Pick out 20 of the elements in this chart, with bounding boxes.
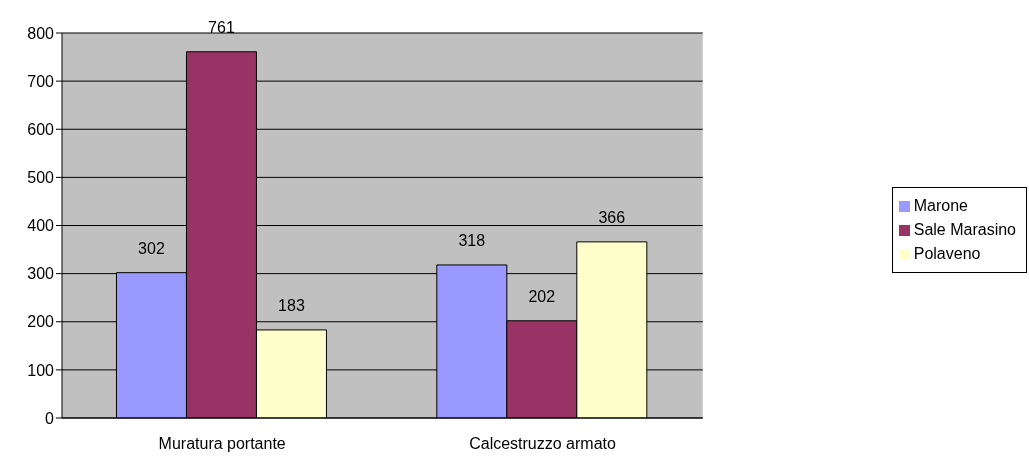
y-tick-label: 0	[45, 409, 55, 427]
data-label: 302	[138, 239, 165, 257]
y-tick-label: 500	[27, 169, 55, 187]
data-label: 366	[598, 208, 626, 226]
data-label: 761	[208, 18, 235, 36]
legend-label: Polaveno	[913, 244, 981, 262]
y-tick-label: 700	[27, 72, 55, 90]
y-tick-label: 400	[27, 217, 55, 235]
data-label: 202	[528, 287, 556, 305]
legend-label: Sale Marasino	[913, 220, 1016, 238]
legend-label: Marone	[913, 196, 968, 214]
y-tick-label: 600	[27, 120, 55, 138]
y-tick-label: 300	[27, 265, 55, 283]
x-tick-label: Muratura portante	[158, 435, 286, 453]
x-tick-label: Calcestruzzo armato	[469, 435, 616, 453]
y-tick-label: 100	[27, 361, 55, 379]
data-label: 183	[278, 296, 305, 314]
y-tick-label: 200	[27, 313, 55, 331]
data-label: 318	[458, 231, 486, 249]
y-tick-label: 800	[27, 24, 55, 42]
